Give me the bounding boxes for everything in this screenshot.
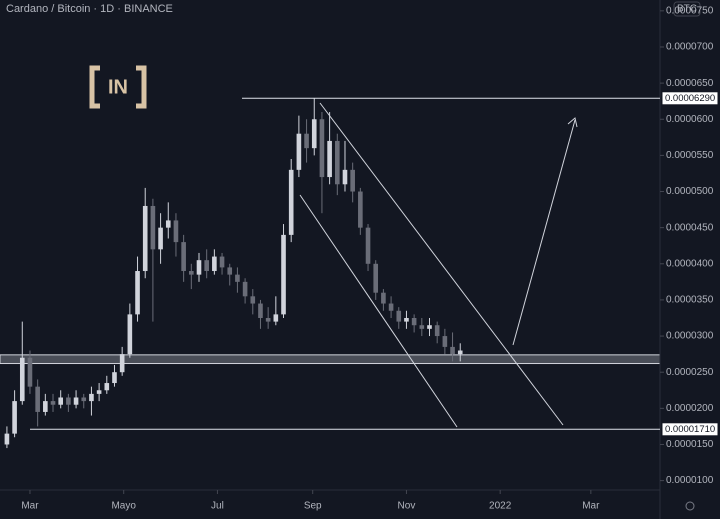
candle-body bbox=[442, 336, 448, 347]
candle-body bbox=[419, 325, 425, 329]
candle-body bbox=[235, 274, 240, 282]
candle-body bbox=[388, 303, 394, 311]
y-tick-label: 0.0000650 bbox=[666, 78, 714, 89]
candle-body bbox=[327, 140, 332, 178]
x-tick-label: Jul bbox=[211, 501, 224, 512]
y-tick-label: 0.0000300 bbox=[666, 331, 714, 342]
candle-body bbox=[96, 390, 102, 394]
candle-body bbox=[396, 310, 402, 322]
candle-body bbox=[119, 354, 125, 373]
y-tick-label: 0.0000550 bbox=[666, 150, 714, 161]
candle-body bbox=[304, 133, 309, 149]
chart-title: Cardano / Bitcoin · 1D · BINANCE bbox=[6, 3, 173, 15]
candle-body bbox=[189, 271, 194, 275]
price-level-label: 0.00001710 bbox=[665, 424, 715, 435]
candle-body bbox=[12, 401, 17, 434]
price-level-label: 0.00006290 bbox=[665, 93, 715, 104]
y-tick-label: 0.0000600 bbox=[666, 114, 714, 125]
x-tick-label: 2022 bbox=[489, 501, 512, 512]
price-level-box bbox=[661, 422, 719, 437]
candle-body bbox=[450, 346, 455, 355]
candle-body bbox=[43, 401, 48, 412]
candle-body bbox=[311, 119, 317, 149]
candle-body bbox=[288, 169, 294, 235]
candle-body bbox=[242, 281, 248, 297]
y-tick-label: 0.0000700 bbox=[666, 42, 714, 53]
candle-body bbox=[265, 317, 271, 322]
candle-body bbox=[219, 256, 225, 268]
currency-button[interactable] bbox=[673, 1, 701, 17]
settings-icon[interactable] bbox=[685, 501, 695, 511]
y-tick-label: 0.0000350 bbox=[666, 295, 714, 306]
candle-body bbox=[334, 140, 340, 185]
candle-body bbox=[350, 169, 355, 192]
candle-body bbox=[66, 397, 71, 405]
support-zone bbox=[0, 354, 661, 365]
candle-body bbox=[19, 357, 25, 402]
channel-upper bbox=[319, 102, 564, 426]
candle-body bbox=[250, 296, 256, 304]
candle-body bbox=[104, 383, 110, 391]
y-tick-label: 0.0000750 bbox=[666, 5, 714, 16]
candle-body bbox=[404, 317, 409, 322]
y-tick-label: 0.0000450 bbox=[666, 222, 714, 233]
candle-body bbox=[281, 234, 286, 315]
candle-body bbox=[258, 303, 263, 318]
y-tick-label: 0.0000250 bbox=[666, 367, 714, 378]
candle-body bbox=[181, 242, 186, 272]
candle-body bbox=[212, 256, 217, 272]
arrow-head bbox=[567, 117, 578, 128]
price-level-box bbox=[661, 91, 719, 106]
candle-body bbox=[227, 267, 233, 275]
candle-body bbox=[427, 325, 432, 329]
channel-lower bbox=[299, 194, 458, 428]
candle-body bbox=[342, 169, 348, 185]
candle-body bbox=[411, 317, 417, 326]
candle-body bbox=[319, 119, 325, 178]
candle-body bbox=[112, 372, 117, 384]
candle-body bbox=[296, 133, 302, 170]
projection-arrow bbox=[512, 119, 576, 346]
candle-body bbox=[273, 314, 279, 322]
candle-body bbox=[358, 191, 363, 228]
y-tick-label: 0.0000500 bbox=[666, 186, 714, 197]
candle-body bbox=[381, 292, 386, 304]
candle-body bbox=[434, 325, 440, 337]
candle-body bbox=[158, 227, 163, 250]
x-tick-label: Sep bbox=[304, 501, 322, 512]
y-tick-label: 0.0000100 bbox=[666, 475, 714, 486]
candle-body bbox=[142, 205, 148, 272]
candle-body bbox=[150, 205, 156, 250]
y-tick-label: 0.0000150 bbox=[666, 439, 714, 450]
logo: IN bbox=[89, 65, 147, 109]
candle-body bbox=[135, 271, 140, 315]
candle-body bbox=[196, 260, 202, 275]
candle-body bbox=[58, 397, 64, 405]
candle-body bbox=[27, 357, 33, 387]
y-tick-label: 0.0000400 bbox=[666, 258, 714, 269]
candle-body bbox=[81, 397, 87, 402]
logo-text: IN bbox=[108, 76, 128, 98]
candle-body bbox=[127, 314, 133, 355]
candle-body bbox=[173, 220, 179, 243]
candle-body bbox=[457, 350, 463, 355]
candle-body bbox=[35, 386, 40, 412]
currency-label[interactable]: BTC bbox=[677, 4, 697, 15]
y-tick-label: 0.0000200 bbox=[666, 403, 714, 414]
candle-body bbox=[204, 260, 209, 272]
x-tick-label: Mar bbox=[582, 501, 600, 512]
candle-body bbox=[365, 227, 371, 264]
candle-body bbox=[165, 220, 171, 228]
x-tick-label: Mar bbox=[21, 501, 39, 512]
candle-body bbox=[373, 263, 379, 293]
x-tick-label: Nov bbox=[398, 501, 416, 512]
candle-body bbox=[89, 393, 94, 402]
x-tick-label: Mayo bbox=[111, 501, 136, 512]
candle-body bbox=[4, 433, 10, 445]
candle-body bbox=[50, 401, 56, 405]
candle-body bbox=[73, 397, 79, 405]
